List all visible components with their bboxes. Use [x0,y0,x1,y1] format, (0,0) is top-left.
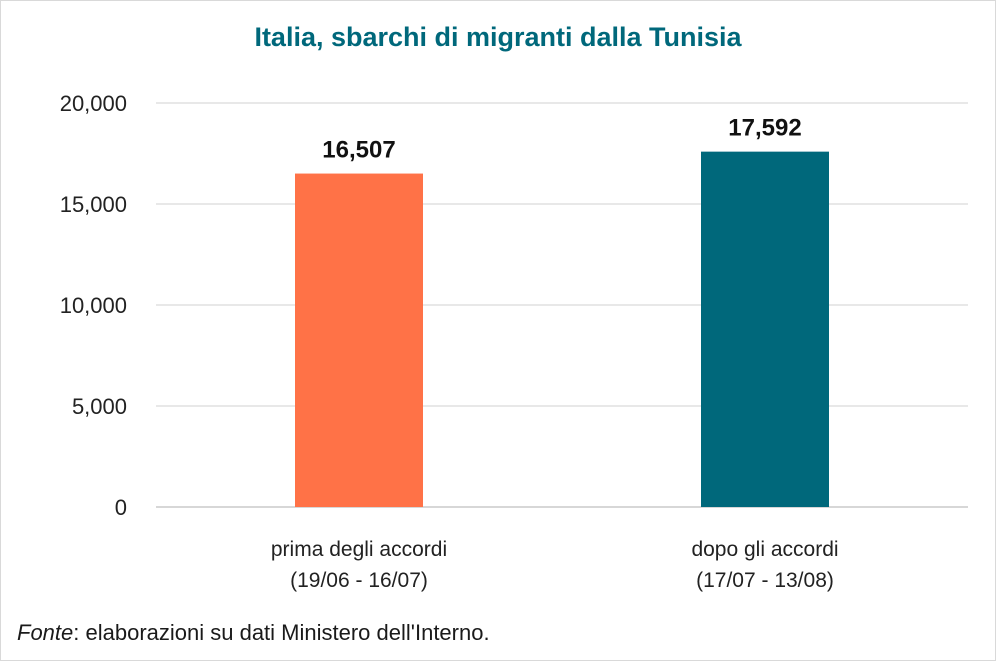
source-prefix: Fonte [17,620,74,645]
x-category-label: (17/07 - 13/08) [696,569,834,592]
bar [701,151,829,507]
source-note: Fonte: elaborazioni su dati Ministero de… [17,620,490,646]
bar [295,173,423,507]
y-tick-label: 10,000 [60,293,127,318]
x-category-label: dopo gli accordi [691,538,838,561]
x-category-label: (19/06 - 16/07) [290,569,428,592]
chart-title: Italia, sbarchi di migranti dalla Tunisi… [254,22,742,52]
source-text: : elaborazioni su dati Ministero dell'In… [73,620,490,645]
x-category-label: prima degli accordi [271,538,447,561]
data-label: 17,592 [728,115,801,142]
y-tick-label: 0 [115,495,127,520]
data-label: 16,507 [322,137,395,164]
y-tick-label: 15,000 [60,192,127,217]
y-tick-label: 5,000 [72,394,127,419]
y-tick-label: 20,000 [60,91,127,116]
